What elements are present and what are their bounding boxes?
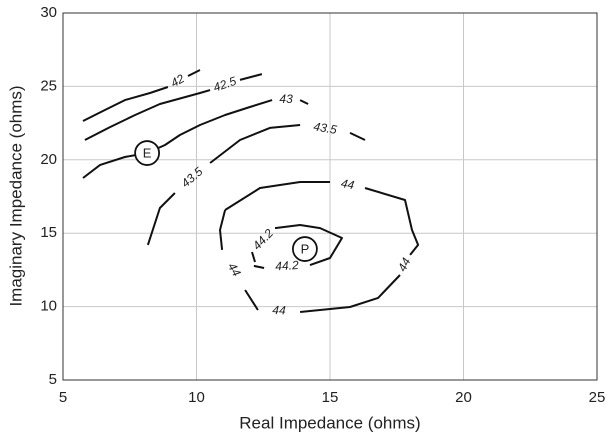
contour-label: 44.2 xyxy=(275,258,300,273)
contour-label: 44 xyxy=(340,176,356,192)
x-tick-label: 10 xyxy=(188,389,205,406)
contour-label: 42.5 xyxy=(211,74,238,95)
y-axis-title: Imaginary Impedance (ohms) xyxy=(6,85,25,306)
contour-label: 44.2 xyxy=(250,226,276,253)
contour-label: 42 xyxy=(168,71,187,90)
x-tick-label: 5 xyxy=(59,389,67,406)
contour-line xyxy=(84,73,263,141)
contour-label: 43 xyxy=(279,92,293,106)
contour-label: 43.5 xyxy=(179,164,206,190)
x-tick-label: 25 xyxy=(589,389,606,406)
y-tick-label: 30 xyxy=(40,4,57,21)
y-tick-label: 15 xyxy=(40,224,57,241)
contour-line xyxy=(251,224,343,269)
marker-label: E xyxy=(143,145,152,160)
x-tick-label: 15 xyxy=(322,389,339,406)
y-tick-label: 5 xyxy=(49,371,57,388)
contour-line xyxy=(219,181,420,313)
contour-label: 44 xyxy=(395,255,414,274)
y-tick-label: 20 xyxy=(40,151,57,168)
point-marker xyxy=(292,236,318,262)
contour-line xyxy=(146,124,366,246)
contour-label: 44 xyxy=(225,260,244,279)
marker-label: P xyxy=(301,241,310,256)
y-tick-label: 25 xyxy=(40,77,57,94)
y-tick-label: 10 xyxy=(40,298,57,315)
point-marker xyxy=(134,140,161,166)
x-tick-label: 20 xyxy=(455,389,472,406)
plot-frame xyxy=(62,12,598,381)
contour-label: 44 xyxy=(272,303,286,318)
x-axis-title: Real Impedance (ohms) xyxy=(239,413,420,432)
contour-label: 43.5 xyxy=(313,119,339,137)
contour-line xyxy=(82,99,309,179)
contour-line xyxy=(82,69,201,122)
